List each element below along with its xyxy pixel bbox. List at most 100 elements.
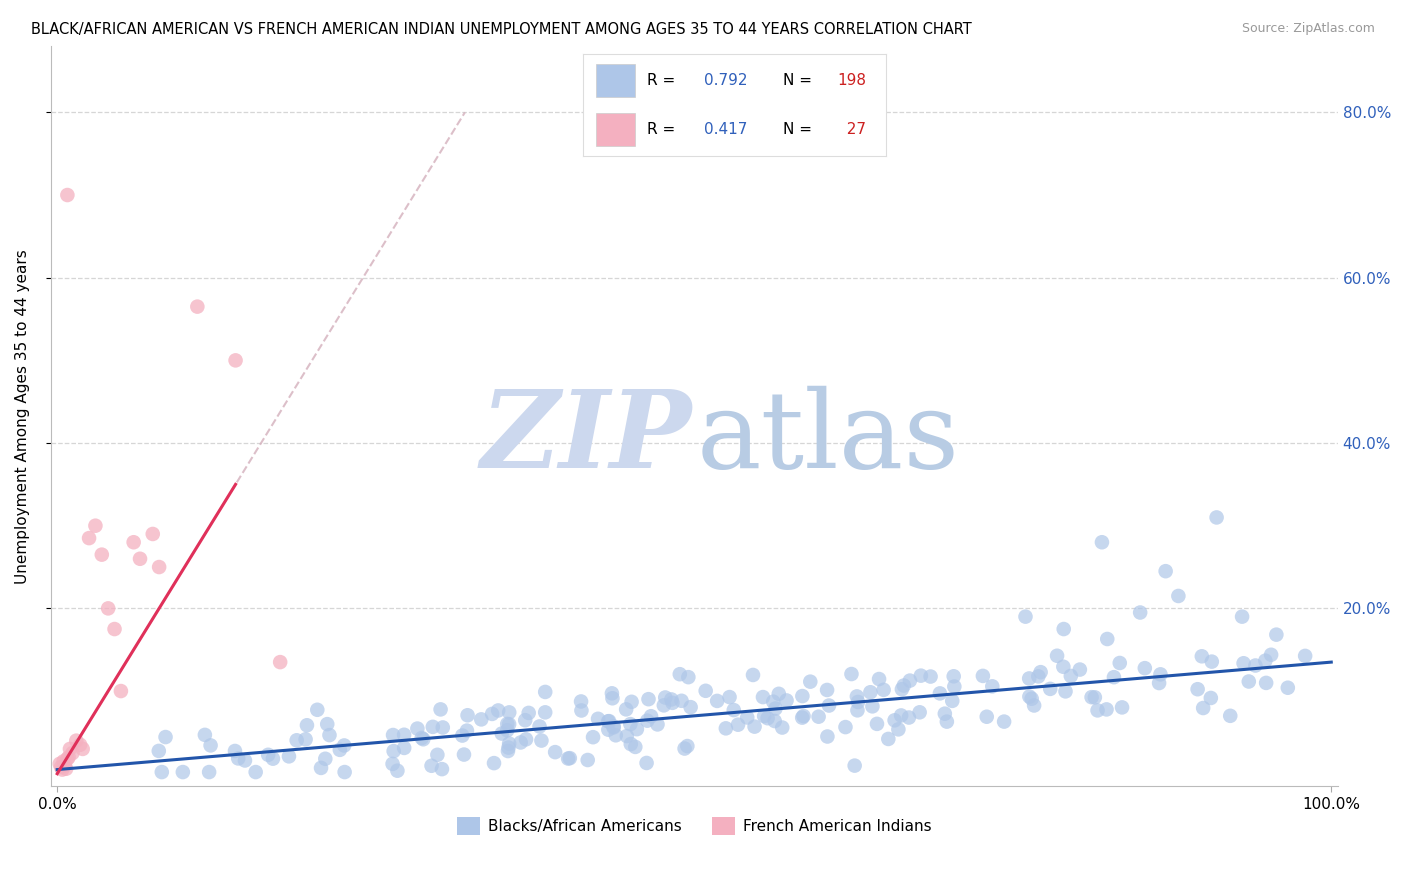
Point <box>420 758 443 772</box>
Point <box>654 690 676 705</box>
FancyBboxPatch shape <box>596 64 636 96</box>
Point <box>859 685 882 699</box>
Point <box>453 747 475 762</box>
Point <box>1149 667 1171 681</box>
Point <box>515 732 537 747</box>
Point <box>603 719 626 733</box>
Text: Source: ZipAtlas.com: Source: ZipAtlas.com <box>1241 22 1375 36</box>
Point <box>815 683 838 698</box>
Point <box>90 548 112 562</box>
Point <box>307 703 329 717</box>
Point <box>56 752 79 766</box>
FancyBboxPatch shape <box>596 113 636 145</box>
Point <box>846 695 869 709</box>
Point <box>993 714 1015 729</box>
Point <box>1277 681 1299 695</box>
Point <box>1237 674 1260 689</box>
Point <box>392 740 415 755</box>
Point <box>530 733 553 747</box>
Point <box>1069 663 1091 677</box>
Point <box>845 690 868 704</box>
Point <box>883 713 905 727</box>
Point <box>1187 682 1209 697</box>
Point <box>1232 657 1254 671</box>
Point <box>257 747 280 762</box>
Point <box>481 706 503 721</box>
Point <box>486 703 509 717</box>
Point <box>1091 535 1114 549</box>
Point <box>194 728 217 742</box>
Point <box>534 685 557 699</box>
Point <box>150 765 173 780</box>
Point <box>411 731 433 745</box>
Point <box>1021 691 1043 706</box>
Point <box>841 667 863 681</box>
Point <box>1052 659 1074 673</box>
Point <box>200 739 222 753</box>
Point <box>1192 701 1215 715</box>
Point <box>1244 658 1267 673</box>
Point <box>818 698 841 713</box>
Point <box>51 763 73 777</box>
Point <box>1108 656 1130 670</box>
Point <box>872 682 894 697</box>
Point <box>110 684 132 698</box>
Point <box>129 551 152 566</box>
Point <box>714 722 737 736</box>
Point <box>65 733 87 747</box>
Point <box>1029 665 1052 680</box>
Point <box>571 704 593 718</box>
Point <box>1080 690 1102 705</box>
Point <box>48 756 70 771</box>
Point <box>620 737 643 751</box>
Point <box>647 717 669 731</box>
Point <box>309 761 332 775</box>
Point <box>517 706 540 720</box>
Text: 0.792: 0.792 <box>704 72 748 87</box>
Point <box>598 714 620 729</box>
Point <box>52 754 75 768</box>
Point <box>735 710 758 724</box>
Point <box>1018 672 1040 686</box>
Point <box>763 714 786 728</box>
Point <box>77 531 100 545</box>
Text: 27: 27 <box>838 122 866 137</box>
Point <box>262 752 284 766</box>
Point <box>558 751 581 765</box>
Point <box>1191 649 1213 664</box>
Point <box>498 737 520 751</box>
Point <box>815 730 838 744</box>
Point <box>498 740 520 755</box>
Point <box>877 731 900 746</box>
Point <box>619 717 641 731</box>
Point <box>679 700 702 714</box>
Point <box>770 721 793 735</box>
Point <box>198 765 221 780</box>
Point <box>406 722 429 736</box>
Point <box>668 667 690 681</box>
Point <box>893 679 915 693</box>
Point <box>245 765 267 780</box>
Point <box>155 730 177 744</box>
Point <box>1053 622 1076 636</box>
Point <box>224 744 246 758</box>
Point <box>799 674 821 689</box>
Point <box>671 694 693 708</box>
Point <box>890 682 912 697</box>
Point <box>636 714 658 728</box>
Point <box>226 751 249 765</box>
Point <box>1129 606 1152 620</box>
Point <box>295 718 318 732</box>
Point <box>1060 669 1083 683</box>
Point <box>1265 627 1288 641</box>
Point <box>624 739 647 754</box>
Point <box>768 687 790 701</box>
Point <box>762 695 785 709</box>
Point <box>706 694 728 708</box>
Point <box>225 353 247 368</box>
Point <box>1294 648 1316 663</box>
Point <box>496 744 519 758</box>
Point <box>316 717 339 731</box>
Point <box>676 739 699 753</box>
Point <box>834 720 856 734</box>
